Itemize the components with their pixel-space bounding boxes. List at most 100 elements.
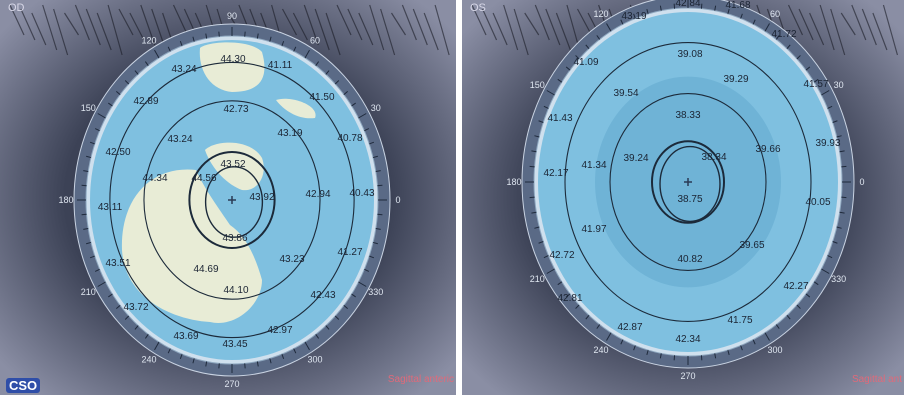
k-reading: 41.68 — [725, 0, 750, 11]
scale-label: 0 — [859, 177, 864, 187]
scale-label: 60 — [770, 9, 780, 19]
scale-label: 270 — [680, 371, 695, 381]
k-reading: 44.34 — [142, 173, 167, 184]
k-reading: 43.51 — [105, 258, 130, 269]
k-reading: 42.87 — [617, 322, 642, 333]
left-map-type-label: Sagittal anteric — [387, 374, 454, 385]
k-reading: 43.19 — [277, 128, 302, 139]
k-reading: 44.10 — [223, 285, 248, 296]
scale-label: 270 — [224, 379, 239, 389]
scale-label: 30 — [834, 80, 844, 90]
k-reading: 39.54 — [613, 88, 638, 99]
k-reading: 42.94 — [305, 189, 330, 200]
k-reading: 38.75 — [677, 194, 702, 205]
scale-label: 60 — [310, 36, 320, 46]
k-reading: 43.45 — [222, 339, 247, 350]
k-reading: 42.97 — [267, 325, 292, 336]
scale-ticks — [525, 0, 851, 365]
measurement-ring — [651, 140, 725, 224]
right-topography-panel: 030609012015018021024027030033042.8441.6… — [462, 0, 904, 395]
k-reading: 43.24 — [167, 134, 192, 145]
k-reading: 39.08 — [677, 49, 702, 60]
k-reading: 39.29 — [723, 74, 748, 85]
scale-label: 150 — [530, 80, 545, 90]
left-eye-label: OD — [8, 2, 25, 14]
k-reading: 41.75 — [727, 315, 752, 326]
scale-ticks — [77, 27, 387, 373]
k-reading: 40.82 — [677, 254, 702, 265]
k-reading: 41.97 — [581, 224, 606, 235]
measurement-ring — [188, 151, 276, 249]
k-reading: 40.43 — [349, 188, 374, 199]
k-reading: 43.24 — [171, 64, 196, 75]
scale-label: 330 — [831, 274, 846, 284]
k-reading: 41.43 — [547, 113, 572, 124]
k-reading: 41.27 — [337, 247, 362, 258]
scale-label: 30 — [371, 103, 381, 113]
k-reading: 41.34 — [581, 160, 606, 171]
scale-label: 0 — [395, 195, 400, 205]
k-reading: 41.57 — [803, 79, 828, 90]
k-reading: 43.23 — [279, 254, 304, 265]
scale-label: 180 — [506, 177, 521, 187]
scale-label: 180 — [58, 195, 73, 205]
k-reading: 43.19 — [621, 11, 646, 22]
left-topography-panel: 0 30 60 90 120 150 180 210 240 270 300 330 44.30 43.2… — [0, 0, 456, 395]
center-cross-icon — [228, 196, 236, 204]
scale-label: 240 — [141, 354, 156, 364]
measurement-ring — [564, 42, 812, 322]
k-reading: 39.65 — [739, 240, 764, 251]
k-reading: 42.34 — [675, 334, 700, 345]
k-reading: 39.66 — [755, 144, 780, 155]
k-reading: 44.30 — [220, 54, 245, 65]
scale-label: 210 — [530, 274, 545, 284]
steep-zone — [276, 98, 316, 119]
k-reading: 42.27 — [783, 281, 808, 292]
k-reading: 44.56 — [191, 173, 216, 184]
left-corneal-map: 0 30 60 90 120 150 180 210 240 270 300 330 44.30 43.2… — [0, 0, 456, 395]
right-map-type-label: Sagittal ant — [851, 374, 902, 385]
k-reading: 42.89 — [133, 96, 158, 107]
k-reading: 41.50 — [309, 92, 334, 103]
k-reading: 44.69 — [193, 264, 218, 275]
k-reading: 43.72 — [123, 302, 148, 313]
k-reading: 39.24 — [623, 153, 648, 164]
scale-label: 150 — [81, 103, 96, 113]
scale-label: 240 — [593, 345, 608, 355]
k-reading: 42.17 — [543, 168, 568, 179]
scale-label: 330 — [368, 287, 383, 297]
k-reading: 42.72 — [549, 250, 574, 261]
k-reading: 43.86 — [222, 233, 247, 244]
steep-zone — [121, 169, 262, 323]
k-reading: 40.05 — [805, 197, 830, 208]
scale-label: 90 — [227, 11, 237, 21]
k-reading: 43.92 — [249, 192, 274, 203]
scale-label: 210 — [81, 287, 96, 297]
scale-label: 120 — [141, 36, 156, 46]
center-cross-icon — [684, 178, 692, 186]
right-corneal-map: 030609012015018021024027030033042.8441.6… — [462, 0, 904, 395]
k-reading: 41.11 — [268, 60, 293, 71]
cso-logo: CSO — [6, 378, 41, 393]
k-reading: 42.84 — [675, 0, 700, 9]
k-reading: 42.43 — [310, 290, 335, 301]
k-reading: 42.81 — [557, 293, 582, 304]
k-reading: 43.69 — [173, 331, 198, 342]
k-reading: 39.93 — [815, 138, 840, 149]
k-reading: 38.34 — [701, 152, 726, 163]
measurement-ring — [609, 93, 767, 271]
measurement-ring — [109, 61, 355, 339]
k-reading: 42.50 — [105, 147, 130, 158]
k-reading: 41.72 — [771, 29, 796, 40]
k-reading: 40.78 — [337, 133, 362, 144]
k-reading: 42.73 — [223, 104, 248, 115]
scale-label: 300 — [767, 345, 782, 355]
scale-label: 120 — [593, 9, 608, 19]
right-eye-label: OS — [470, 2, 486, 14]
measurement-ring — [143, 100, 321, 300]
scale-label: 300 — [307, 354, 322, 364]
steep-zone — [199, 42, 265, 92]
k-reading: 43.11 — [98, 202, 123, 213]
k-reading: 41.09 — [573, 57, 598, 68]
k-reading: 43.52 — [220, 159, 245, 170]
